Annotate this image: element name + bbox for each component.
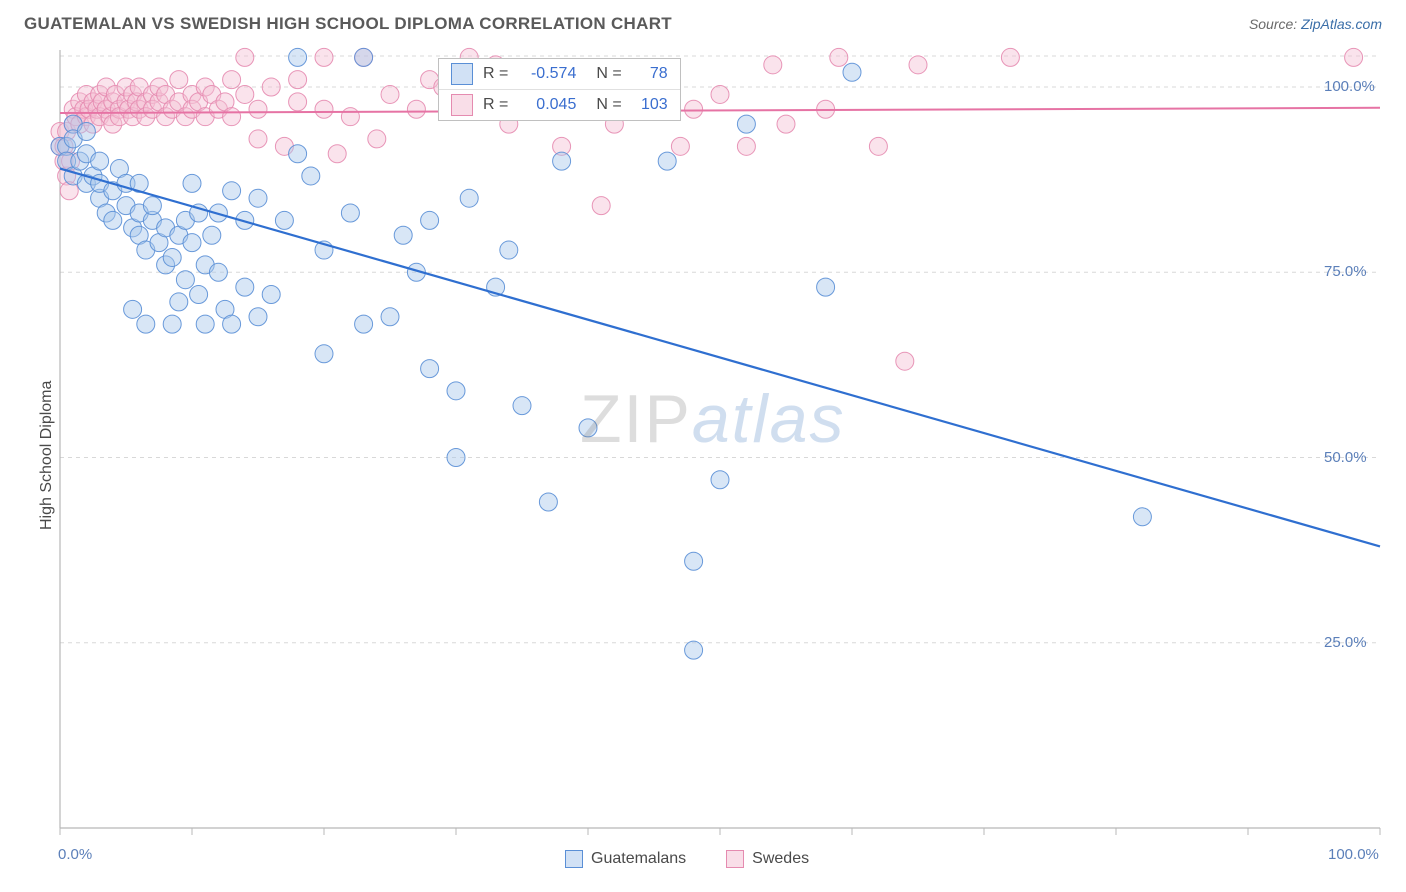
correlation-legend-row: R = 0.045 N = 103 bbox=[439, 90, 680, 120]
r-value: 0.045 bbox=[518, 96, 576, 114]
y-axis-title: High School Diploma bbox=[38, 381, 56, 530]
r-value: -0.574 bbox=[518, 65, 576, 83]
y-tick-label: 100.0% bbox=[1324, 78, 1375, 95]
series-legend: Guatemalans Swedes bbox=[565, 850, 809, 868]
legend-swatch bbox=[451, 63, 473, 85]
scatter-plot bbox=[0, 0, 1406, 892]
n-label: N = bbox=[596, 96, 621, 114]
y-tick-label: 50.0% bbox=[1324, 449, 1367, 466]
y-tick-label: 75.0% bbox=[1324, 263, 1367, 280]
x-tick-label: 100.0% bbox=[1328, 846, 1379, 863]
legend-item: Swedes bbox=[726, 850, 809, 868]
legend-swatch bbox=[565, 850, 583, 868]
legend-label: Swedes bbox=[752, 850, 809, 868]
chart-container: GUATEMALAN VS SWEDISH HIGH SCHOOL DIPLOM… bbox=[0, 0, 1406, 892]
x-tick-label: 0.0% bbox=[58, 846, 92, 863]
legend-swatch bbox=[451, 94, 473, 116]
n-value: 78 bbox=[632, 65, 668, 83]
r-label: R = bbox=[483, 96, 508, 114]
legend-item: Guatemalans bbox=[565, 850, 686, 868]
y-tick-label: 25.0% bbox=[1324, 634, 1367, 651]
n-value: 103 bbox=[632, 96, 668, 114]
n-label: N = bbox=[596, 65, 621, 83]
legend-label: Guatemalans bbox=[591, 850, 686, 868]
correlation-legend-row: R = -0.574 N = 78 bbox=[439, 59, 680, 90]
legend-swatch bbox=[726, 850, 744, 868]
r-label: R = bbox=[483, 65, 508, 83]
correlation-legend: R = -0.574 N = 78 R = 0.045 N = 103 bbox=[438, 58, 681, 121]
